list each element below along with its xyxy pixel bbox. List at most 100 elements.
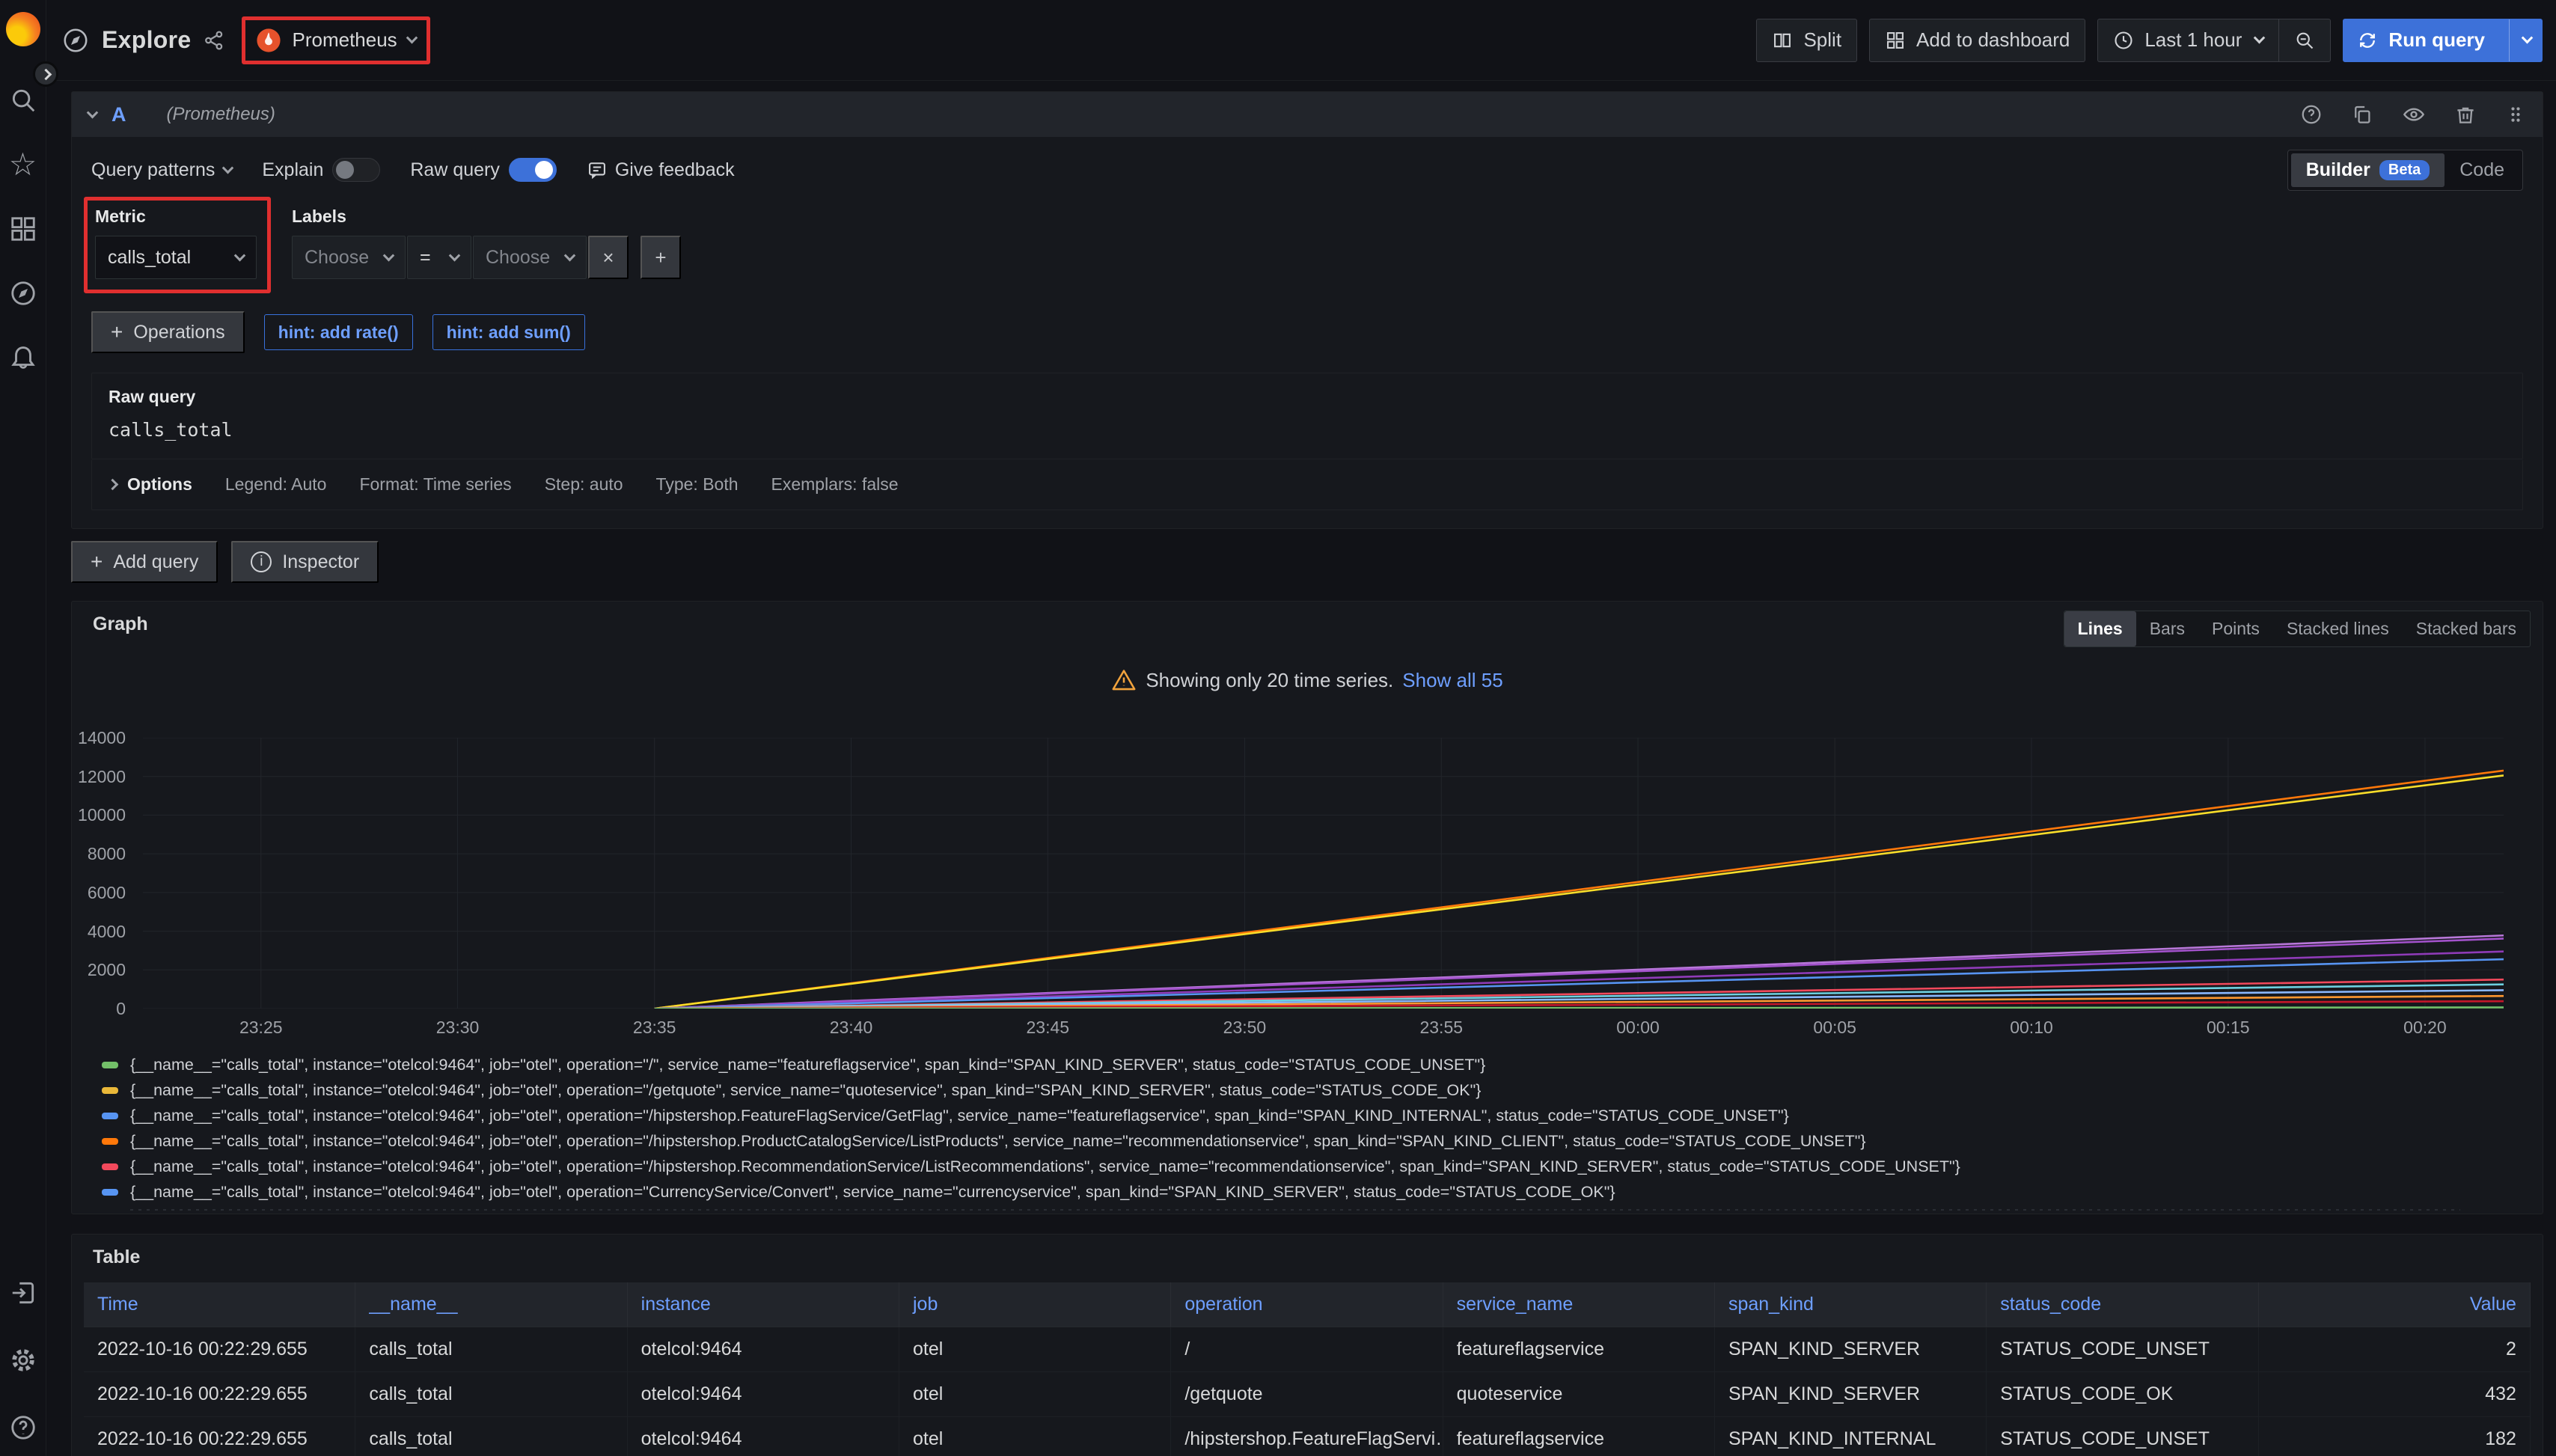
eye-icon[interactable] bbox=[2402, 103, 2426, 126]
add-operation-button[interactable]: + Operations bbox=[91, 311, 245, 353]
sidebar-item-starred[interactable]: ☆ bbox=[8, 147, 37, 182]
sidebar-expand-button[interactable] bbox=[33, 61, 58, 87]
x-axis-tick: 23:50 bbox=[1223, 1018, 1267, 1037]
run-query-label: Run query bbox=[2388, 28, 2485, 51]
graph-mode-tab[interactable]: Points bbox=[2212, 619, 2260, 638]
chevron-right-icon bbox=[40, 68, 52, 80]
table-column-header[interactable]: operation bbox=[1171, 1282, 1443, 1327]
legend-item[interactable]: {__name__="calls_total", instance="otelc… bbox=[102, 1128, 2529, 1154]
explore-toolbar: Explore Prometheus Split bbox=[46, 0, 2556, 81]
sidebar-item-alerting[interactable] bbox=[8, 343, 38, 373]
graph-mode-tab[interactable]: Stacked bars bbox=[2415, 619, 2516, 638]
x-axis-labels: 23:25 23:30 23:35 23:40 23:45 23:50 23:55 00:00… bbox=[143, 1018, 2504, 1041]
label-value-placeholder: Choose bbox=[486, 246, 551, 268]
split-button[interactable]: Split bbox=[1756, 18, 1858, 62]
zoom-out-button[interactable] bbox=[2278, 18, 2332, 62]
table-column-header[interactable]: __name__ bbox=[355, 1282, 628, 1327]
help-circle-icon[interactable] bbox=[2300, 103, 2323, 126]
table-column-header[interactable]: instance bbox=[628, 1282, 899, 1327]
code-mode-tab[interactable]: Code bbox=[2445, 153, 2519, 187]
table-cell: SPAN_KIND_SERVER bbox=[1715, 1372, 1987, 1416]
add-to-dashboard-button[interactable]: Add to dashboard bbox=[1869, 18, 2086, 62]
table-cell: STATUS_CODE_OK bbox=[1987, 1372, 2259, 1416]
sidebar-item-help[interactable] bbox=[8, 1413, 38, 1443]
sidebar-item-search[interactable] bbox=[8, 85, 38, 115]
table-cell: 2022-10-16 00:22:29.655 bbox=[84, 1327, 356, 1371]
raw-query-label: Raw query bbox=[108, 387, 196, 406]
drag-handle-icon[interactable] bbox=[2505, 104, 2526, 125]
sidebar-item-explore[interactable] bbox=[8, 278, 38, 308]
time-range-label: Last 1 hour bbox=[2144, 28, 2242, 51]
graph-panel-title: Graph bbox=[93, 614, 148, 634]
legend-label: {__name__="calls_total", instance="otelc… bbox=[130, 1055, 1486, 1074]
chevron-down-icon bbox=[382, 249, 395, 261]
time-series-plot[interactable] bbox=[143, 738, 2504, 1009]
labels-field-label: Labels bbox=[292, 207, 346, 226]
legend-item[interactable]: {__name__="calls_total", instance="otelc… bbox=[102, 1077, 2529, 1103]
graph-mode-tab[interactable]: Lines bbox=[2064, 611, 2136, 646]
table-cell: 2 bbox=[2259, 1327, 2531, 1371]
hint-add-rate-button[interactable]: hint: add rate() bbox=[263, 314, 413, 350]
code-label: Code bbox=[2459, 159, 2504, 180]
datasource-picker[interactable]: Prometheus bbox=[256, 28, 418, 53]
run-query-caret[interactable] bbox=[2509, 19, 2542, 61]
sidebar-item-sign-in[interactable] bbox=[8, 1278, 38, 1308]
label-operator-select[interactable]: = bbox=[407, 236, 471, 279]
query-options-row[interactable]: Options Legend: Auto Format: Time series S… bbox=[91, 459, 2523, 510]
raw-query-toggle[interactable] bbox=[508, 158, 557, 182]
explain-toggle[interactable] bbox=[332, 158, 381, 182]
table-column-header[interactable]: span_kind bbox=[1715, 1282, 1987, 1327]
metric-select[interactable]: calls_total bbox=[95, 236, 257, 279]
comment-icon bbox=[588, 162, 605, 180]
give-feedback-link[interactable]: Give feedback bbox=[587, 159, 735, 181]
copy-icon[interactable] bbox=[2351, 103, 2373, 126]
time-picker-button[interactable]: Last 1 hour bbox=[2097, 18, 2279, 62]
hint-add-sum-button[interactable]: hint: add sum() bbox=[432, 314, 585, 350]
sidebar-item-dashboards[interactable] bbox=[8, 214, 38, 244]
legend-item[interactable]: {__name__="calls_total", instance="otelc… bbox=[102, 1154, 2529, 1179]
table-row: 2022-10-16 00:22:29.655 calls_total otelco… bbox=[84, 1327, 2531, 1372]
add-query-button[interactable]: + Add query bbox=[71, 541, 218, 583]
share-icon[interactable] bbox=[203, 29, 225, 52]
label-key-select[interactable]: Choose bbox=[292, 236, 406, 279]
legend-label: {__name__="calls_total", instance="otelc… bbox=[130, 1157, 1960, 1175]
options-toggle[interactable]: Options bbox=[106, 474, 192, 495]
run-query-main: Run query bbox=[2343, 28, 2498, 52]
table-row: 2022-10-16 00:22:29.655 calls_total otelco… bbox=[84, 1417, 2531, 1456]
table-column-header[interactable]: job bbox=[899, 1282, 1172, 1327]
run-query-button[interactable]: Run query bbox=[2343, 18, 2543, 62]
remove-label-filter-button[interactable]: × bbox=[588, 236, 629, 279]
grafana-logo-icon[interactable] bbox=[5, 12, 40, 46]
graph-mode-tab[interactable]: Stacked lines bbox=[2286, 619, 2389, 638]
legend-item[interactable]: {__name__="calls_total", instance="otelc… bbox=[102, 1052, 2529, 1077]
show-all-series-link[interactable]: Show all 55 bbox=[1402, 668, 1503, 691]
warning-triangle-icon bbox=[1112, 670, 1136, 691]
y-axis-tick: 10000 bbox=[78, 805, 126, 825]
builder-mode-tab[interactable]: Builder Beta bbox=[2290, 153, 2445, 187]
add-label-filter-button[interactable]: + bbox=[640, 236, 681, 279]
sync-icon bbox=[2360, 32, 2376, 48]
y-axis-tick: 4000 bbox=[87, 921, 126, 941]
clock-icon bbox=[2115, 31, 2132, 49]
legend-item-truncated bbox=[130, 1209, 2461, 1211]
legend-item[interactable]: {__name__="calls_total", instance="otelc… bbox=[102, 1103, 2529, 1128]
table-column-header[interactable]: Time bbox=[84, 1282, 356, 1327]
x-axis-tick: 00:20 bbox=[2403, 1018, 2447, 1037]
table-column-header[interactable]: Value bbox=[2259, 1282, 2531, 1327]
query-row-header[interactable]: A (Prometheus) bbox=[72, 92, 2543, 137]
trash-icon[interactable] bbox=[2454, 103, 2477, 126]
toolbar-actions: Split Add to dashboard Last 1 hour bbox=[1756, 18, 2543, 62]
sidebar-item-settings[interactable] bbox=[8, 1345, 38, 1375]
table-column-header[interactable]: service_name bbox=[1443, 1282, 1715, 1327]
table-row: 2022-10-16 00:22:29.655 calls_total otelco… bbox=[84, 1372, 2531, 1417]
options-meta-item: Step: auto bbox=[544, 474, 623, 494]
graph-mode-tab[interactable]: Bars bbox=[2149, 619, 2185, 638]
metric-field-highlight: Metric calls_total bbox=[84, 197, 271, 293]
table-cell: SPAN_KIND_SERVER bbox=[1715, 1327, 1987, 1371]
table-column-header[interactable]: status_code bbox=[1987, 1282, 2259, 1327]
inspector-button[interactable]: i Inspector bbox=[231, 541, 379, 583]
legend-item[interactable]: {__name__="calls_total", instance="otelc… bbox=[102, 1179, 2529, 1205]
query-patterns-dropdown[interactable]: Query patterns bbox=[91, 159, 234, 181]
label-value-select[interactable]: Choose bbox=[473, 236, 587, 279]
